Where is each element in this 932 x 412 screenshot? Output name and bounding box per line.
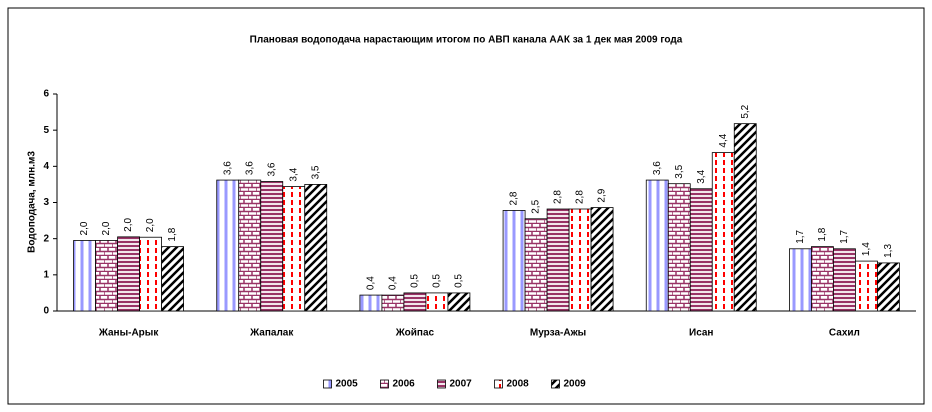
data-label: 1,3 <box>883 244 894 258</box>
bar <box>789 248 812 312</box>
bar <box>855 260 878 312</box>
legend-label: 2006 <box>393 379 416 390</box>
data-label: 1,4 <box>861 242 872 256</box>
bar <box>447 292 471 312</box>
data-label: 3,6 <box>652 161 663 175</box>
data-label: 3,6 <box>222 161 233 175</box>
data-label: 2,5 <box>531 199 542 213</box>
data-label: 3,4 <box>288 167 299 181</box>
x-tick-label: Жаны-Арык <box>98 328 160 339</box>
data-label: 2,0 <box>79 221 90 235</box>
data-label: 2,8 <box>509 191 520 205</box>
data-label: 1,7 <box>795 229 806 243</box>
bar <box>833 248 856 312</box>
bar <box>524 218 548 312</box>
data-label: 2,9 <box>597 188 608 202</box>
legend-label: 2007 <box>450 379 473 390</box>
data-label: 0,4 <box>388 276 399 290</box>
bar <box>260 181 284 312</box>
bar <box>689 188 713 312</box>
data-label: 5,2 <box>740 104 751 118</box>
data-label: 0,5 <box>432 274 443 288</box>
bar <box>546 208 570 312</box>
bar <box>733 123 757 312</box>
y-tick-label: 6 <box>43 89 49 100</box>
data-label: 3,4 <box>696 169 707 183</box>
y-tick-label: 5 <box>43 125 49 136</box>
y-tick-label: 1 <box>43 269 49 280</box>
bar <box>238 179 262 312</box>
bar <box>667 183 691 312</box>
data-label: 3,5 <box>310 165 321 179</box>
bar <box>590 207 614 312</box>
x-tick-label: Жапалак <box>249 328 294 339</box>
data-label: 2,0 <box>101 221 112 235</box>
bar <box>282 186 306 312</box>
legend-label: 2008 <box>507 379 530 390</box>
legend-swatch <box>551 379 560 389</box>
data-label: 2,8 <box>553 190 564 204</box>
bar <box>502 210 526 312</box>
legend-swatch <box>494 379 503 389</box>
x-tick-label: Жойпас <box>395 328 435 339</box>
data-label: 1,8 <box>167 227 178 241</box>
bar <box>425 292 449 312</box>
y-tick-label: 3 <box>43 197 49 208</box>
legend-swatch <box>323 379 332 389</box>
chart-title: Плановая водоподача нарастающим итогом п… <box>250 35 683 46</box>
bar <box>95 240 118 312</box>
bar <box>161 246 184 312</box>
y-tick-label: 2 <box>43 233 49 244</box>
bar <box>216 179 240 312</box>
data-label: 3,5 <box>674 164 685 178</box>
data-label: 1,7 <box>839 229 850 243</box>
data-label: 0,5 <box>454 274 465 288</box>
bar <box>645 179 669 312</box>
bar <box>73 240 96 312</box>
legend-label: 2009 <box>564 379 587 390</box>
data-label: 3,6 <box>244 161 255 175</box>
data-label: 2,8 <box>575 190 586 204</box>
bar <box>304 184 328 312</box>
data-label: 4,4 <box>718 133 729 147</box>
x-tick-label: Мурза-Ажы <box>530 328 586 339</box>
y-tick-label: 0 <box>43 306 49 317</box>
chart-border <box>7 7 925 405</box>
bar <box>403 292 427 312</box>
data-label: 3,6 <box>266 162 277 176</box>
y-axis-label: Водоподача, млн.м3 <box>27 151 38 253</box>
data-label: 2,0 <box>123 218 134 232</box>
y-tick-label: 4 <box>43 161 49 172</box>
x-tick-label: Исан <box>689 328 713 339</box>
bar <box>359 294 383 312</box>
data-label: 1,8 <box>817 227 828 241</box>
data-label: 2,0 <box>145 218 156 232</box>
legend-label: 2005 <box>336 379 359 390</box>
bar <box>381 294 405 312</box>
data-label: 0,4 <box>366 276 377 290</box>
bar <box>568 208 592 312</box>
legend-swatch <box>380 379 389 389</box>
bar <box>877 262 900 312</box>
legend-swatch <box>437 379 446 389</box>
bar <box>811 246 834 312</box>
bar <box>711 152 735 312</box>
bar <box>139 236 162 312</box>
data-label: 0,5 <box>410 274 421 288</box>
bar <box>117 236 140 312</box>
x-tick-label: Сахил <box>829 328 860 339</box>
